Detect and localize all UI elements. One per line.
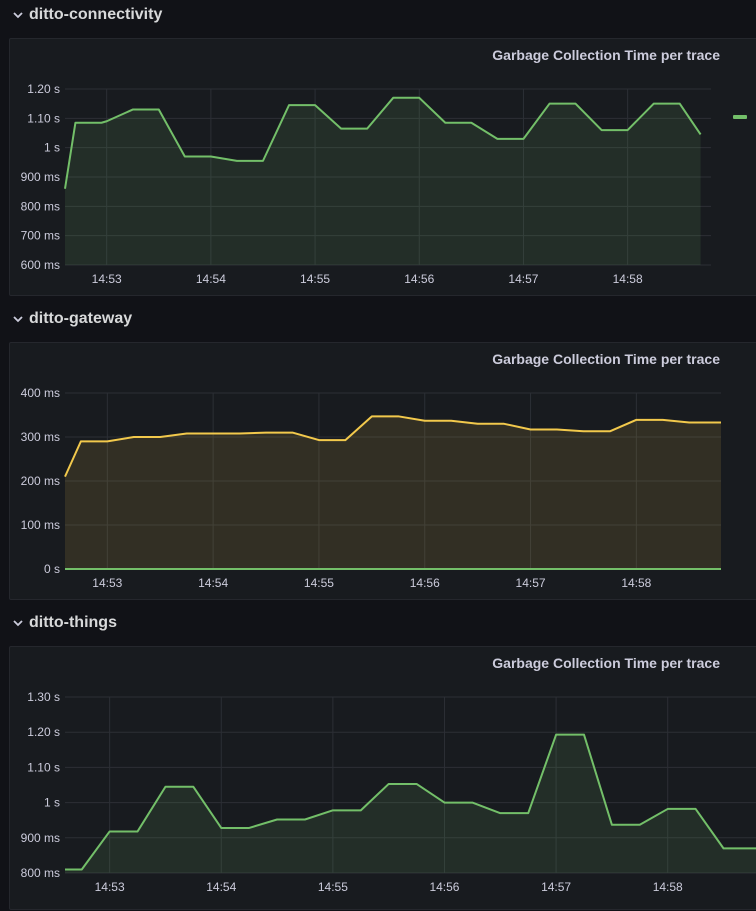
y-tick-label: 300 ms — [21, 430, 60, 444]
y-tick-label: 1.30 s — [27, 690, 60, 704]
y-tick-label: 1.10 s — [27, 111, 60, 125]
legend-swatch[interactable] — [733, 115, 747, 119]
y-tick-label: 800 ms — [21, 866, 60, 880]
panel-things[interactable]: Garbage Collection Time per trace 800 ms… — [9, 646, 756, 910]
y-tick-label: 700 ms — [21, 229, 60, 243]
y-tick-label: 900 ms — [21, 170, 60, 184]
y-tick-label: 100 ms — [21, 518, 60, 532]
x-tick-label: 14:56 — [429, 880, 459, 894]
series-area — [65, 416, 721, 569]
x-tick-label: 14:57 — [516, 576, 546, 590]
y-tick-label: 600 ms — [21, 258, 60, 272]
x-tick-label: 14:54 — [198, 576, 228, 590]
x-tick-label: 14:54 — [206, 880, 236, 894]
series-area — [65, 734, 756, 873]
row-header-things[interactable]: ditto-things — [0, 609, 117, 637]
x-tick-label: 14:53 — [92, 272, 122, 286]
panel-gateway[interactable]: Garbage Collection Time per trace 0 s 100… — [9, 342, 756, 600]
x-tick-label: 14:58 — [613, 272, 643, 286]
row-title: ditto-things — [29, 614, 117, 631]
time-series-chart[interactable]: 800 ms 900 ms 1 s 1.10 s 1.20 s 1.30 s 14:53 14… — [10, 647, 756, 911]
series-area — [65, 97, 701, 265]
x-tick-label: 14:58 — [621, 576, 651, 590]
row-title: ditto-gateway — [29, 310, 133, 327]
y-tick-label: 1.10 s — [27, 760, 60, 774]
y-tick-label: 1 s — [44, 141, 60, 155]
y-tick-label: 900 ms — [21, 831, 60, 845]
y-tick-label: 0 s — [44, 562, 60, 576]
y-tick-label: 1 s — [44, 796, 60, 810]
series-line — [64, 415, 721, 478]
time-series-chart[interactable]: 600 ms 700 ms 800 ms 900 ms 1 s 1.10 s 1.20 s 1… — [10, 39, 750, 297]
row-header-connectivity[interactable]: ditto-connectivity — [0, 1, 162, 29]
row-title: ditto-connectivity — [29, 6, 163, 23]
x-tick-label: 14:55 — [318, 880, 348, 894]
x-tick-label: 14:56 — [404, 272, 434, 286]
row-header-gateway[interactable]: ditto-gateway — [0, 305, 132, 333]
panel-connectivity[interactable]: Garbage Collection Time per trace 600 ms… — [9, 38, 756, 296]
y-tick-label: 1.20 s — [27, 82, 60, 96]
time-series-chart[interactable]: 0 s 100 ms 200 ms 300 ms 400 ms 14:53 14:54 14:… — [10, 343, 750, 601]
chevron-down-icon — [13, 316, 23, 323]
panel-title[interactable]: Garbage Collection Time per trace — [492, 47, 720, 63]
series-line — [64, 96, 702, 189]
x-tick-label: 14:55 — [304, 576, 334, 590]
panel-title[interactable]: Garbage Collection Time per trace — [492, 351, 720, 367]
chevron-down-icon — [13, 12, 23, 19]
y-tick-label: 400 ms — [21, 386, 60, 400]
x-tick-label: 14:55 — [300, 272, 330, 286]
x-tick-label: 14:57 — [541, 880, 571, 894]
chevron-down-icon — [13, 620, 23, 627]
x-tick-label: 14:53 — [95, 880, 125, 894]
x-tick-label: 14:57 — [508, 272, 538, 286]
y-tick-label: 1.20 s — [27, 725, 60, 739]
panel-title[interactable]: Garbage Collection Time per trace — [492, 655, 720, 671]
y-tick-label: 800 ms — [21, 199, 60, 213]
x-tick-label: 14:56 — [410, 576, 440, 590]
x-tick-label: 14:54 — [196, 272, 226, 286]
x-tick-label: 14:53 — [92, 576, 122, 590]
series-line — [65, 733, 756, 871]
y-tick-label: 200 ms — [21, 474, 60, 488]
x-tick-label: 14:58 — [653, 880, 683, 894]
